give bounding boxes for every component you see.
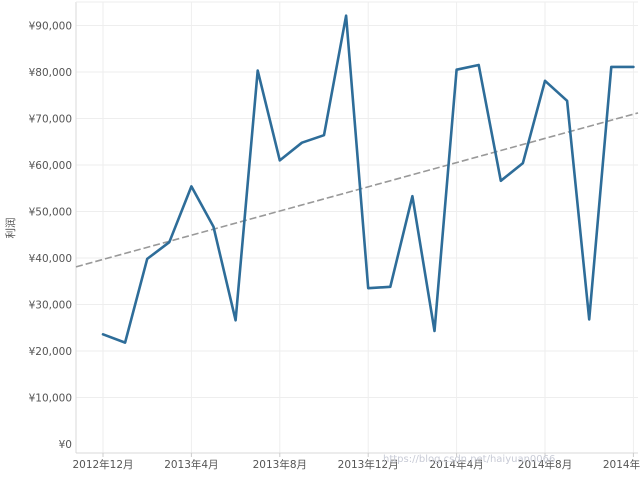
data-point <box>278 159 281 162</box>
y-tick-label: ¥40,000 <box>29 253 72 265</box>
x-tick-label: 2013年12月 <box>338 458 399 471</box>
y-tick-label: ¥20,000 <box>29 346 72 358</box>
data-point <box>146 258 149 260</box>
y-tick-label: ¥10,000 <box>29 393 72 405</box>
data-point <box>124 341 126 344</box>
data-point <box>323 134 325 137</box>
data-point <box>234 319 237 322</box>
gridlines <box>76 2 638 453</box>
data-point <box>522 162 524 165</box>
trendline-layer <box>75 112 639 268</box>
data-point <box>566 99 568 102</box>
data-point <box>433 330 436 332</box>
data-point <box>477 64 480 66</box>
y-tick-label: ¥60,000 <box>29 160 72 172</box>
data-point <box>190 185 193 188</box>
y-tick-label: ¥70,000 <box>29 114 72 126</box>
x-tick-label: 2014年12月 <box>603 458 640 471</box>
tick-labels: ¥0 ¥10,000 ¥20,000 ¥30,000 ¥40,000 ¥50,000 ¥60… <box>29 21 640 472</box>
series-layer <box>101 14 635 344</box>
y-axis-title: 利润 <box>4 218 17 239</box>
x-tick-label: 2014年4月 <box>429 458 483 471</box>
data-point <box>632 65 635 68</box>
y-tick-label: ¥30,000 <box>29 300 72 312</box>
trend-line <box>75 112 639 268</box>
x-tick-label: 2013年4月 <box>164 458 218 471</box>
x-tick-label: 2014年8月 <box>518 458 572 471</box>
y-tick-label: ¥90,000 <box>29 21 72 33</box>
data-point <box>544 79 546 82</box>
x-tick-label: 2013年8月 <box>253 458 307 471</box>
data-point <box>256 69 259 72</box>
data-point <box>212 225 215 228</box>
data-point <box>168 241 171 244</box>
data-point <box>588 318 591 321</box>
y-tick-label: ¥0 <box>59 439 72 451</box>
x-tick-label: 2012年12月 <box>72 458 133 471</box>
data-point <box>389 285 392 288</box>
data-point <box>455 68 458 71</box>
data-point <box>411 195 414 198</box>
data-point <box>102 333 104 336</box>
data-point <box>345 14 347 17</box>
axes <box>75 1 638 457</box>
watermark: https://blog.csdn.net/haiyuan0066 <box>383 454 555 465</box>
y-tick-label: ¥80,000 <box>29 67 72 79</box>
y-tick-label: ¥50,000 <box>29 207 72 219</box>
data-point <box>301 141 303 144</box>
data-point <box>499 179 502 182</box>
data-point <box>367 287 370 290</box>
data-point <box>610 65 613 68</box>
